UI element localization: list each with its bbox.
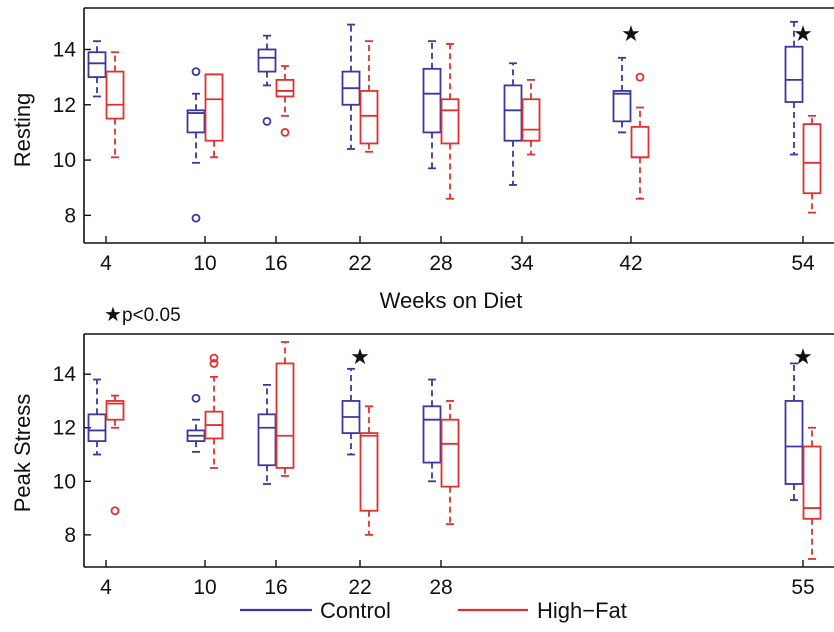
x-tick-label: 16 bbox=[264, 576, 287, 599]
box bbox=[503, 84, 523, 142]
x-tick-label: 10 bbox=[193, 576, 216, 599]
box bbox=[105, 400, 125, 421]
resting-panel: 8 10 12 14 Resting 4 10 16 22 28 34 42 54 ★ ★ bbox=[10, 7, 834, 275]
legend: Control High−Fat bbox=[240, 598, 627, 623]
box bbox=[275, 362, 295, 469]
significance-star-icon: ★ bbox=[104, 304, 122, 326]
x-tick-label: 10 bbox=[193, 252, 216, 275]
outlier-point bbox=[191, 393, 201, 403]
y-tick-label: 12 bbox=[53, 94, 76, 117]
box bbox=[87, 51, 107, 79]
significance-star-icon: ★ bbox=[621, 21, 641, 46]
legend-high-fat-label: High−Fat bbox=[537, 598, 627, 623]
box bbox=[105, 70, 125, 120]
box bbox=[612, 90, 632, 123]
box bbox=[275, 78, 295, 98]
y-tick-label: 14 bbox=[53, 363, 77, 386]
significance-star-icon: ★ bbox=[793, 21, 813, 46]
outlier-point bbox=[209, 353, 219, 363]
x-axis-title: Weeks on Diet bbox=[380, 288, 523, 313]
y-tick-label: 10 bbox=[53, 149, 76, 172]
x-tick-label: 4 bbox=[100, 252, 112, 275]
x-tick-label: 4 bbox=[100, 576, 112, 599]
box bbox=[359, 432, 379, 512]
outlier-point bbox=[280, 128, 290, 137]
box bbox=[630, 125, 650, 159]
x-tick-label: 16 bbox=[264, 252, 287, 275]
y-axis-title: Peak Stress bbox=[10, 394, 35, 513]
y-tick-label: 8 bbox=[64, 524, 76, 547]
peak-stress-panel: 8 10 12 14 Peak Stress 4 10 16 22 28 55 ★ ★ bbox=[10, 333, 834, 599]
box bbox=[204, 73, 224, 142]
x-tick-label: 28 bbox=[429, 252, 452, 275]
box bbox=[186, 109, 206, 134]
y-tick-label: 10 bbox=[53, 470, 76, 493]
box bbox=[422, 405, 442, 464]
x-tick-label: 28 bbox=[429, 576, 452, 599]
y-tick-label: 8 bbox=[64, 204, 76, 227]
box bbox=[440, 98, 460, 145]
significance-star-icon: ★ bbox=[793, 344, 813, 369]
outlier-point bbox=[262, 116, 272, 126]
x-tick-label: 55 bbox=[791, 576, 814, 599]
outlier-point bbox=[191, 213, 201, 223]
outlier-point bbox=[110, 506, 120, 516]
significance-note: p<0.05 bbox=[122, 305, 181, 326]
box bbox=[784, 400, 804, 485]
x-tick-label: 34 bbox=[510, 252, 534, 275]
x-tick-label: 54 bbox=[791, 252, 815, 275]
y-axis-title: Resting bbox=[10, 93, 35, 168]
significance-star-icon: ★ bbox=[350, 344, 370, 369]
outlier-point bbox=[635, 72, 645, 82]
box bbox=[422, 67, 442, 134]
outlier-point bbox=[191, 67, 201, 76]
x-tick-label: 22 bbox=[348, 252, 371, 275]
box bbox=[440, 418, 460, 488]
box bbox=[802, 123, 822, 195]
x-tick-label: 42 bbox=[619, 252, 642, 275]
box bbox=[784, 45, 804, 103]
legend-control-label: Control bbox=[320, 598, 391, 623]
box bbox=[257, 413, 277, 467]
box bbox=[359, 90, 379, 145]
box bbox=[87, 413, 107, 443]
x-tick-label: 22 bbox=[348, 576, 371, 599]
outlier-point bbox=[209, 359, 219, 368]
box bbox=[521, 98, 541, 142]
box bbox=[802, 445, 822, 520]
y-tick-label: 12 bbox=[53, 417, 76, 440]
y-tick-label: 14 bbox=[53, 38, 77, 61]
box bbox=[257, 48, 277, 73]
